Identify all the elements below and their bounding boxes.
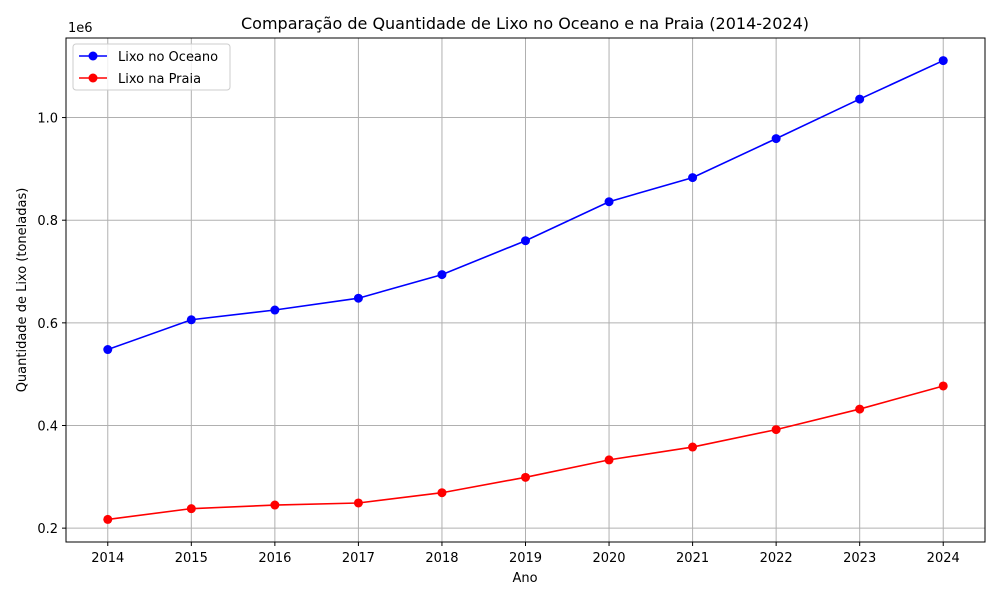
data-point	[437, 488, 447, 498]
data-point	[437, 270, 447, 280]
data-point	[938, 56, 948, 66]
x-tick-label: 2022	[760, 551, 793, 566]
data-point	[604, 197, 614, 207]
data-point	[353, 498, 363, 508]
data-point	[521, 236, 530, 246]
series-lixo-na-praia	[103, 381, 948, 524]
series-layer	[103, 56, 948, 524]
data-point	[103, 514, 113, 524]
data-point	[186, 315, 196, 325]
series-lixo-no-oceano	[103, 56, 948, 355]
legend-marker	[88, 73, 98, 83]
data-point	[604, 455, 614, 465]
legend-label: Lixo no Oceano	[118, 50, 218, 65]
y-tick-label: 0.8	[37, 214, 58, 229]
grid-lines	[66, 38, 985, 542]
y-tick-label: 1.0	[37, 112, 58, 127]
data-point	[688, 173, 698, 183]
x-tick-label: 2021	[676, 551, 709, 566]
x-tick-label: 2023	[843, 551, 876, 566]
data-point	[771, 134, 781, 144]
legend-marker	[88, 51, 98, 61]
y-tick-label: 0.4	[37, 419, 58, 434]
x-axis-ticks: 2014 2015 2016 2017 2018 2019 2020 2021 2022 2023…	[91, 542, 960, 566]
x-tick-label: 2014	[91, 551, 124, 566]
x-tick-label: 2019	[509, 551, 542, 566]
y-axis-ticks: 0.2 0.4 0.6 0.8 1.0	[37, 112, 66, 537]
data-point	[186, 504, 196, 514]
data-point	[688, 442, 698, 452]
data-point	[855, 94, 865, 104]
x-tick-label: 2015	[175, 551, 208, 566]
data-point	[103, 345, 113, 355]
data-point	[521, 472, 530, 482]
data-point	[938, 381, 948, 391]
data-point	[855, 404, 865, 414]
x-axis-label: Ano	[512, 571, 537, 586]
data-point	[353, 293, 363, 303]
legend-label: Lixo na Praia	[118, 72, 201, 87]
x-tick-label: 2017	[342, 551, 375, 566]
y-tick-label: 0.2	[37, 522, 58, 537]
data-point	[771, 425, 781, 435]
y-axis-label: Quantidade de Lixo (toneladas)	[15, 188, 30, 393]
y-tick-label: 0.6	[37, 317, 58, 332]
x-tick-label: 2016	[258, 551, 291, 566]
x-tick-label: 2018	[425, 551, 458, 566]
legend-box	[72, 43, 231, 91]
chart-title: Comparação de Quantidade de Lixo no Ocea…	[241, 14, 809, 33]
data-point	[270, 305, 280, 315]
y-offset-label: 1e6	[68, 21, 93, 36]
data-point	[270, 500, 280, 510]
x-tick-label: 2024	[927, 551, 960, 566]
x-tick-label: 2020	[592, 551, 625, 566]
legend: Lixo no Oceano Lixo na Praia	[72, 43, 231, 91]
